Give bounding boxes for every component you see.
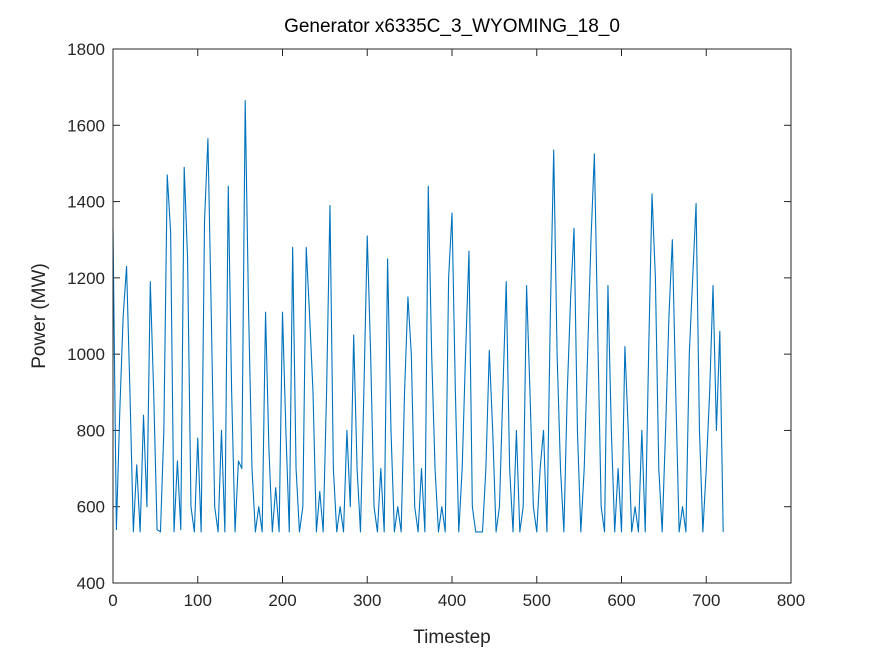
chart-title: Generator x6335C_3_WYOMING_18_0 <box>284 16 620 37</box>
y-tick-label: 600 <box>77 498 105 517</box>
x-tick-label: 300 <box>353 591 381 610</box>
x-tick-label: 0 <box>108 591 117 610</box>
y-tick-label: 1400 <box>67 193 105 212</box>
y-tick-label: 1600 <box>67 116 105 135</box>
y-tick-label: 400 <box>77 574 105 593</box>
x-tick-label: 100 <box>184 591 212 610</box>
x-tick-label: 500 <box>523 591 551 610</box>
x-tick-label: 200 <box>268 591 296 610</box>
x-tick-label: 700 <box>692 591 720 610</box>
data-line <box>112 99 724 533</box>
x-tick-label: 800 <box>777 591 805 610</box>
y-tick-label: 1200 <box>67 269 105 288</box>
y-tick-label: 1000 <box>67 345 105 364</box>
x-axis-label: Timestep <box>413 627 490 648</box>
plot-frame <box>112 48 792 584</box>
y-tick-label: 800 <box>77 421 105 440</box>
y-tick-label: 1800 <box>67 40 105 59</box>
y-axis-label: Power (MW) <box>29 263 50 369</box>
x-tick-label: 400 <box>438 591 466 610</box>
x-tick-label: 600 <box>607 591 635 610</box>
